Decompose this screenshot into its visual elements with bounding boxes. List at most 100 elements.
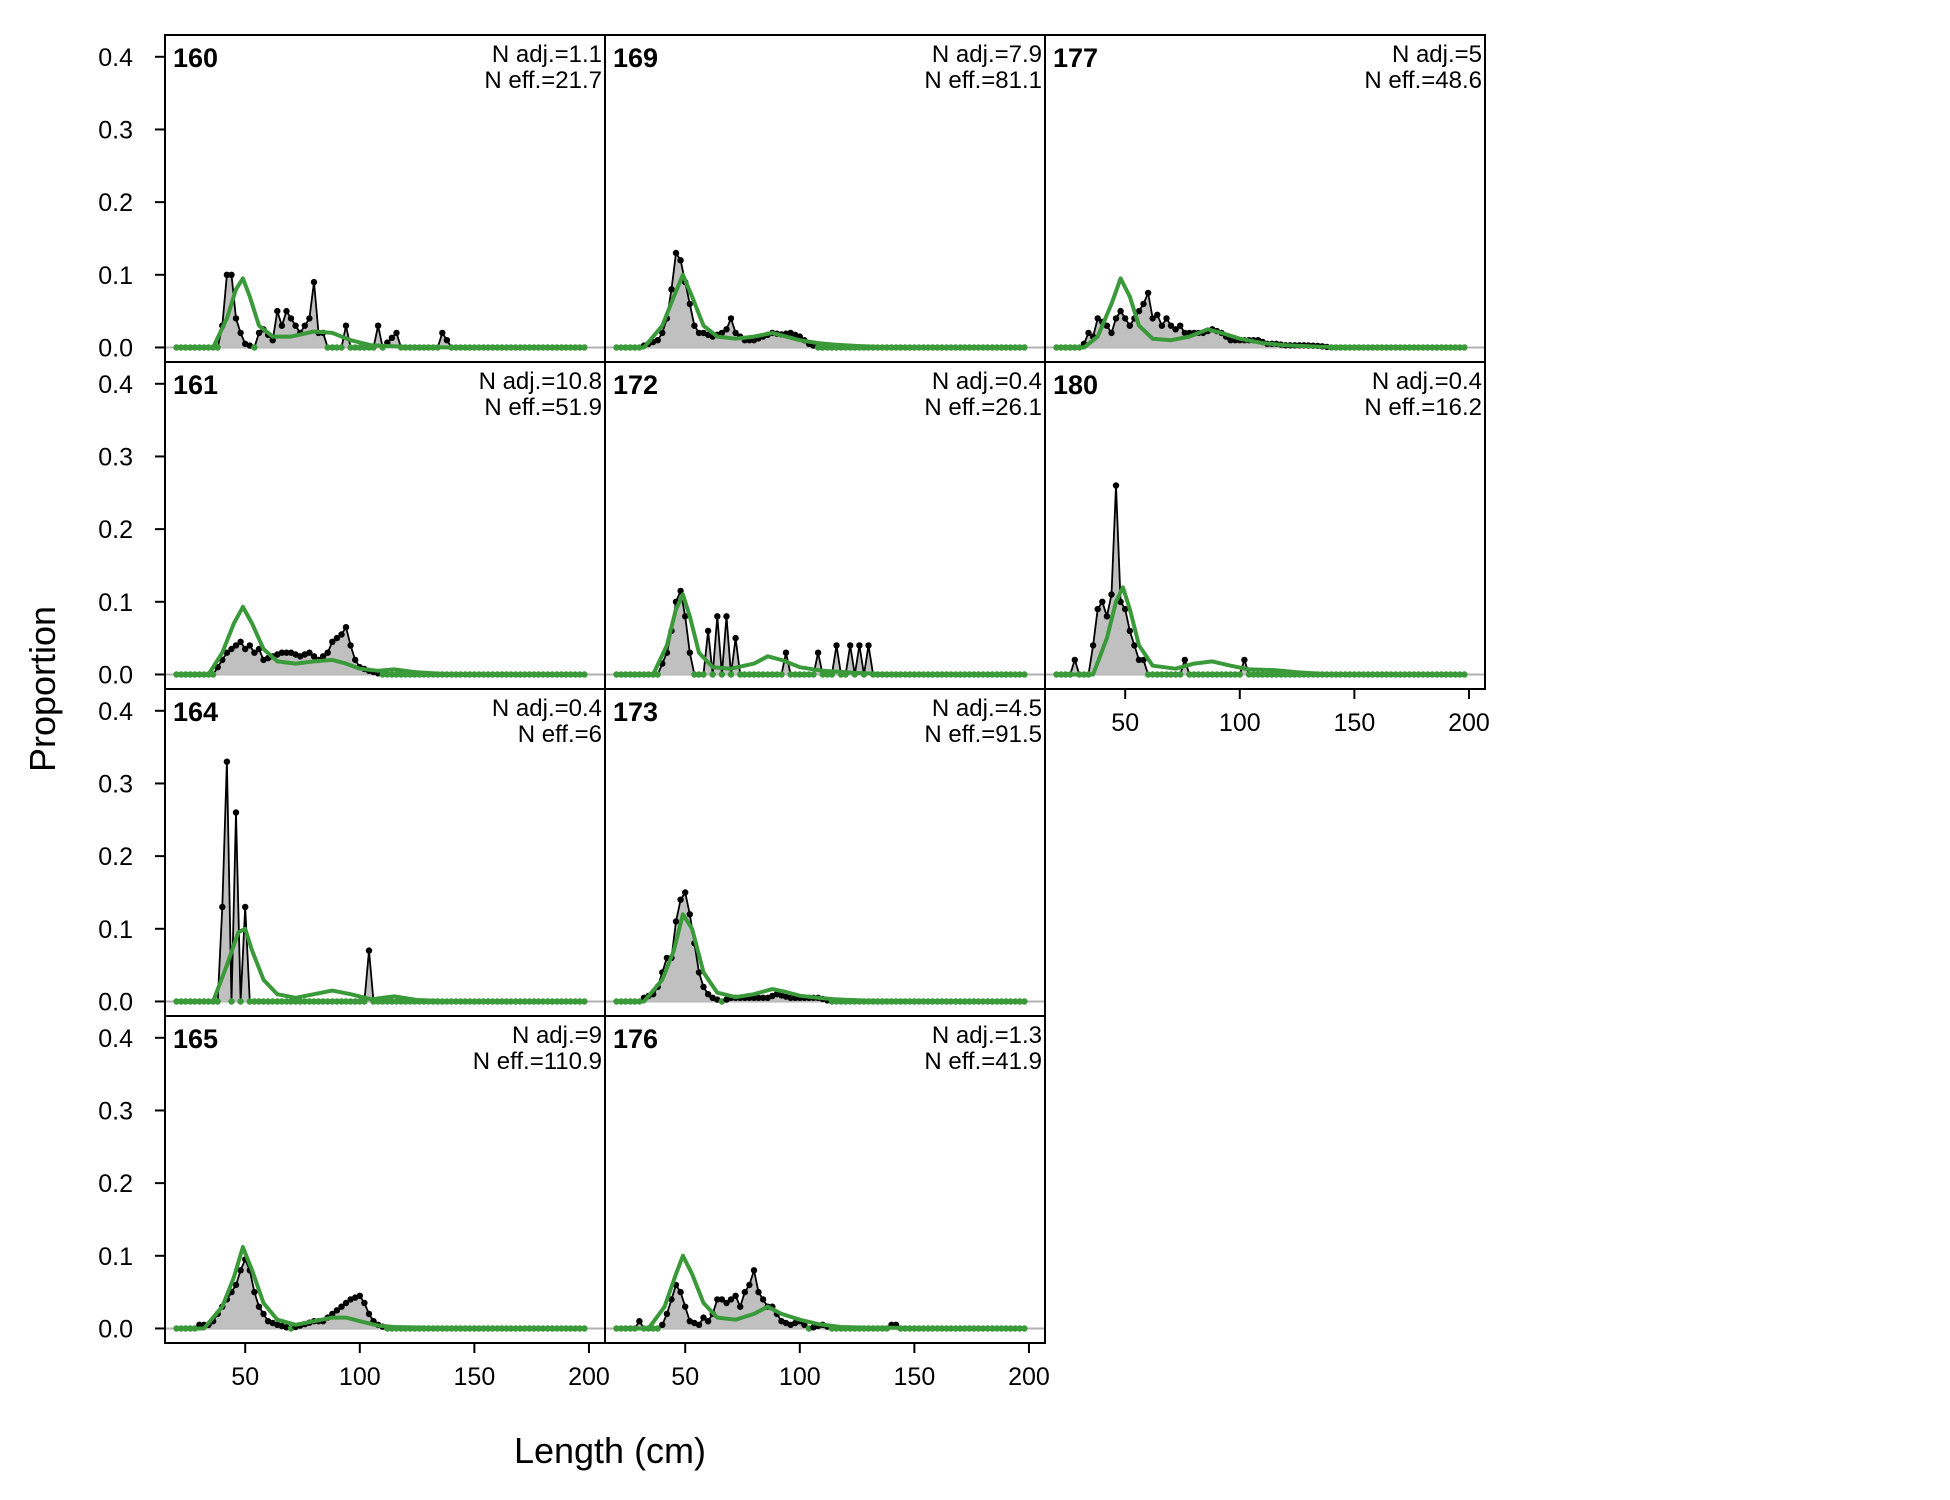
x-tick-label: 100 [339,1363,381,1391]
panel-169-point [718,329,726,337]
x-tick-label: 150 [454,1363,496,1391]
panel-176-point [759,1296,767,1303]
panel-180-point [1232,671,1239,678]
panel-169-point [691,322,698,329]
panel-180-point [1131,642,1138,649]
x-tick-label: 150 [894,1363,936,1391]
panel-177-point [1154,311,1161,318]
panel-176-point [746,1281,753,1289]
y-tick-label: 0.4 [98,371,133,399]
panel-164-point [347,998,354,1005]
panel-164-point [228,998,235,1005]
panel-172-point [796,671,803,678]
panel-172-point [750,671,758,678]
panel-177-point [1144,289,1152,297]
panel-180-n-eff: N eff.=16.2 [1364,394,1482,421]
panel-173-point [677,896,684,903]
y-tick-label: 0.2 [98,189,133,217]
panel-161-point [324,649,331,656]
panel-173-point [695,969,703,976]
y-tick-label: 0.0 [98,661,133,689]
panel-177-point [1167,322,1175,329]
panel-160-point [352,344,359,351]
panel-172-point [654,671,661,678]
axes-layer: 0.00.10.20.30.40.00.10.20.30.40.00.10.20… [98,44,1490,1391]
panel-177-point [1181,329,1189,337]
panel-164-point [393,998,400,1005]
panel-172-point [704,627,712,635]
y-tick-label: 0.4 [98,44,133,72]
panel-172-n-eff: N eff.=26.1 [924,394,1042,421]
panel-180-point [1254,671,1262,678]
panel-161-point [237,638,244,645]
panel-160-point [292,322,299,329]
panel-172-n-adj: N adj.=0.4 [932,368,1042,395]
panel-169-point [686,300,693,308]
panel-165: 165 N adj.=9N eff.=110.9 [164,1015,606,1344]
panel-164-n-eff: N eff.=6 [518,721,602,748]
panel-161-point [342,624,350,631]
panel-169-point [727,315,735,322]
panel-160-point [301,322,308,329]
panel-165-expected-line [176,1245,585,1331]
panel-173-point [682,889,689,896]
panel-161-point [319,653,327,660]
panel-172-point [691,671,698,678]
panel-172-point [805,671,813,678]
panel-180-point [1250,671,1257,678]
panel-177: 177 N adj.=5N eff.=48.6 [1044,34,1486,363]
panel-172-point [718,671,726,678]
panel-160-n-adj: N adj.=1.1 [492,41,602,68]
panel-177-point [1163,315,1170,322]
panel-160-point [274,307,281,315]
panel-172-point [737,671,744,678]
panel-172-point [727,671,735,678]
panel-172-point [782,649,790,656]
panel-172-point [741,671,748,678]
panel-172-point [682,613,689,620]
panel-172-point [677,587,684,595]
panel-180: 180 N adj.=0.4N eff.=16.2 [1044,361,1486,690]
panel-173-n-adj: N adj.=4.5 [932,695,1042,722]
panel-180-point [1218,671,1225,678]
panel-180-point [1071,656,1079,664]
panel-164-point [342,998,350,1005]
y-tick-label: 0.2 [98,1170,133,1198]
panel-161-point [338,631,345,638]
panel-164-point [356,998,363,1005]
panel-177-expected-line [1056,276,1465,350]
y-tick-label: 0.3 [98,770,133,798]
y-axis-row-2: 0.0 0.1 0.2 0.3 0.4 [98,371,166,689]
panel-180-point [1117,598,1124,605]
panel-161-point [242,645,249,653]
panel-173-observed-area [616,892,1025,1002]
panel-165-point [365,1310,373,1318]
panel-172-point [732,634,739,642]
panel-164-point [260,998,267,1005]
panel-169-point [677,257,684,264]
panel-165-point [196,1321,203,1329]
x-axis-col-1: 50 100 150 200 [231,1342,610,1391]
panel-176-point [714,1296,721,1303]
panel-164-point [214,998,221,1005]
panel-160-point [388,334,396,341]
panel-172-observed-area [616,590,1025,675]
panel-177-point [1085,329,1092,337]
panel-176-point [732,1292,739,1300]
x-axis-col-3: 50 100 150 200 [1111,688,1490,737]
panel-172-point [746,671,753,678]
panel-161-point [333,634,341,642]
panel-172-point [833,642,840,649]
y-tick-label: 0.4 [98,1025,133,1053]
panel-180-point [1108,591,1115,598]
y-axis-title: Proportion [22,606,63,772]
y-tick-label: 0.1 [98,916,133,944]
panel-164-point [365,947,373,954]
panel-160-point [393,329,400,337]
panel-160-expected-line [176,276,585,350]
panel-164-point [246,998,253,1005]
x-tick-label: 200 [1008,1363,1050,1391]
panel-164-point [223,758,231,765]
panel-164-point [319,998,327,1005]
